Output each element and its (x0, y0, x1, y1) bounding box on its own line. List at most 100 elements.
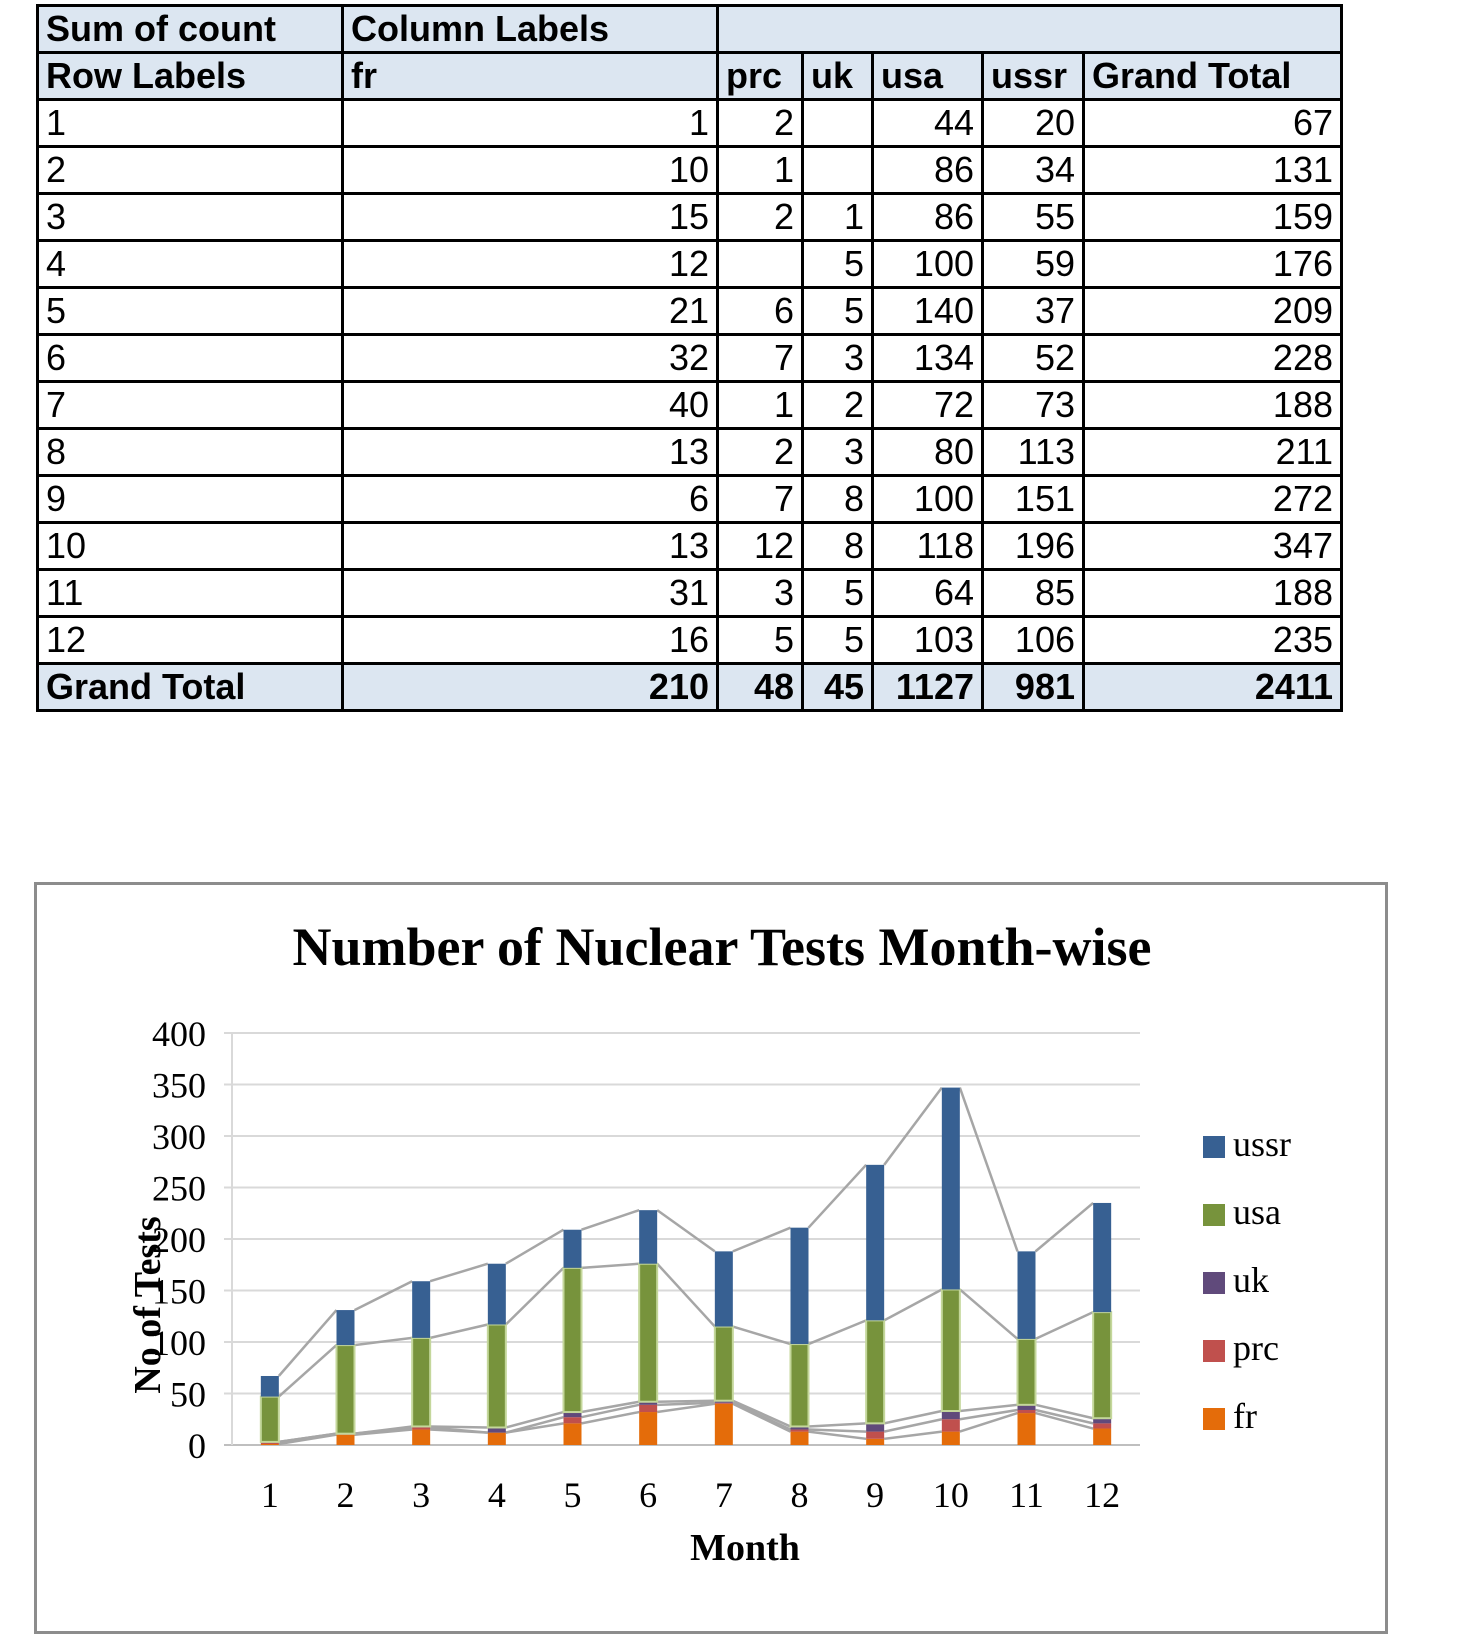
series-line (808, 1319, 867, 1346)
series-line (883, 1288, 943, 1322)
legend-label: uk (1233, 1260, 1269, 1300)
pivot-grand-total-cell: 1127 (871, 662, 984, 712)
bar-fr (639, 1412, 658, 1445)
pivot-row: 7 40 1 2 72 73 188 (36, 380, 1343, 430)
bar-fr (336, 1434, 355, 1445)
bar-fr (412, 1429, 431, 1445)
x-tick-label: 11 (1009, 1475, 1044, 1515)
pivot-cell: 72 (871, 380, 984, 430)
series-line (1035, 1403, 1094, 1420)
series-line (732, 1226, 791, 1253)
bar-ussr (790, 1227, 809, 1345)
pivot-cell: 140 (871, 286, 984, 336)
pivot-cell: 55 (981, 192, 1085, 242)
series-line (732, 1399, 792, 1428)
bar-prc (941, 1419, 960, 1432)
bar-prc (866, 1431, 885, 1439)
bar-uk (866, 1423, 885, 1432)
bar-fr (487, 1432, 506, 1445)
pivot-row-label: 3 (36, 192, 344, 242)
pivot-cell: 5 (716, 615, 804, 665)
series-line (581, 1208, 640, 1231)
series-line (505, 1228, 565, 1265)
bar-ussr (336, 1310, 355, 1346)
pivot-cell: 34 (981, 145, 1085, 195)
pivot-cell: 209 (1082, 286, 1343, 336)
pivot-cell: 113 (981, 427, 1085, 477)
pivot-cell: 16 (341, 615, 719, 665)
series-line (353, 1280, 413, 1312)
bar-usa (865, 1319, 886, 1425)
bar-ussr (1017, 1251, 1036, 1339)
pivot-cell: 5 (801, 286, 874, 336)
pivot-column-header: ussr (981, 51, 1085, 101)
x-axis-label: Month (690, 1527, 800, 1569)
bar-fr (790, 1431, 809, 1445)
pivot-row: 10 13 12 8 118 196 347 (36, 521, 1343, 571)
pivot-row: 11 31 3 5 64 85 188 (36, 568, 1343, 618)
pivot-cell: 118 (871, 521, 984, 571)
pivot-row-label: 8 (36, 427, 344, 477)
pivot-cell: 3 (716, 568, 804, 618)
pivot-row: 9 6 7 8 100 151 272 (36, 474, 1343, 524)
chart-svg: Number of Nuclear Tests Month-wise Month… (127, 917, 1291, 1569)
bar-usa (1092, 1311, 1113, 1420)
x-tick-label: 7 (715, 1475, 733, 1515)
bar-uk (563, 1412, 582, 1418)
y-tick-label: 100 (152, 1323, 206, 1363)
bar-ussr (714, 1251, 733, 1327)
bar-fr (1093, 1428, 1112, 1445)
y-tick-label: 300 (152, 1117, 206, 1157)
y-tick-label: 0 (188, 1426, 206, 1466)
bar-usa (486, 1323, 507, 1429)
x-tick-label: 6 (639, 1475, 657, 1515)
series-line (808, 1430, 867, 1441)
pivot-cell: 73 (981, 380, 1085, 430)
legend-swatch (1203, 1340, 1225, 1362)
pivot-cell: 59 (981, 239, 1085, 289)
pivot-column-header: Grand Total (1082, 51, 1343, 101)
pivot-row: 1 1 2 44 20 67 (36, 98, 1343, 148)
pivot-cell: 235 (1082, 615, 1343, 665)
pivot-cell: 106 (981, 615, 1085, 665)
bar-uk (487, 1427, 506, 1433)
pivot-cell: 151 (981, 474, 1085, 524)
pivot-cell: 12 (341, 239, 719, 289)
bar-usa (789, 1343, 810, 1428)
pivot-cell: 131 (1082, 145, 1343, 195)
pivot-row-label: 12 (36, 615, 344, 665)
pivot-cell: 2 (716, 98, 804, 148)
series-line (656, 1402, 716, 1414)
pivot-cell: 64 (871, 568, 984, 618)
stacked-bar-chart: Number of Nuclear Tests Month-wise Month… (34, 882, 1388, 1634)
pivot-cell: 21 (341, 286, 719, 336)
pivot-cell: 176 (1082, 239, 1343, 289)
pivot-row-label: 11 (36, 568, 344, 618)
pivot-cell: 2 (716, 427, 804, 477)
legend-swatch (1203, 1408, 1225, 1430)
pivot-cell: 2 (716, 192, 804, 242)
pivot-cell: 80 (871, 427, 984, 477)
bar-ussr (412, 1281, 431, 1338)
pivot-cell: 7 (716, 474, 804, 524)
series-line (657, 1399, 715, 1403)
series-line (581, 1262, 640, 1270)
x-tick-label: 2 (337, 1475, 355, 1515)
pivot-cell (801, 98, 874, 148)
series-line (1034, 1201, 1094, 1253)
pivot-cell: 13 (341, 521, 719, 571)
bar-ussr (941, 1087, 960, 1290)
bar-usa (1016, 1337, 1037, 1406)
pivot-grand-total-row: Grand Total 210 48 45 1127 981 2411 (36, 662, 1343, 712)
pivot-cell: 31 (341, 568, 719, 618)
pivot-grand-total-cell: 2411 (1082, 662, 1343, 712)
bar-fr (941, 1431, 960, 1445)
pivot-cell: 40 (341, 380, 719, 430)
pivot-cell: 1 (801, 192, 874, 242)
pivot-cell: 211 (1082, 427, 1343, 477)
pivot-row-label: 1 (36, 98, 344, 148)
pivot-table: Sum of count Column Labels Row Labels fr… (36, 4, 1343, 712)
series-line (581, 1403, 640, 1419)
pivot-cell: 6 (716, 286, 804, 336)
x-tick-label: 1 (261, 1475, 279, 1515)
